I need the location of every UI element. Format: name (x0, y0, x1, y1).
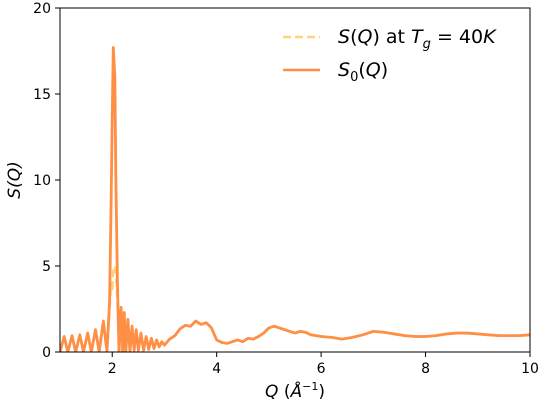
axes-layer: 2 4 6 8 10 0 5 10 15 20 (33, 1, 539, 377)
y-axis-label: S(Q) (5, 161, 25, 198)
x-axis-label: Q (Å−1) (265, 380, 325, 402)
x-tick-label: 4 (212, 361, 221, 377)
legend-label-s0: S0(Q) (338, 59, 388, 85)
y-tick-label: 15 (33, 87, 51, 103)
x-tick-label: 2 (108, 361, 117, 377)
x-tick-label: 10 (521, 361, 539, 377)
y-tick-label: 20 (33, 1, 51, 17)
x-tick-label: 6 (317, 361, 326, 377)
y-tick-label: 0 (42, 345, 51, 361)
series-line-s0 (60, 46, 530, 352)
y-tick-label: 10 (33, 173, 51, 189)
series-layer (60, 46, 530, 352)
y-tick-label: 5 (42, 259, 51, 275)
legend: S(Q) at Tg = 40K S0(Q) (283, 26, 497, 85)
x-tick-label: 8 (421, 361, 430, 377)
legend-label-sq-tg: S(Q) at Tg = 40K (338, 26, 497, 52)
